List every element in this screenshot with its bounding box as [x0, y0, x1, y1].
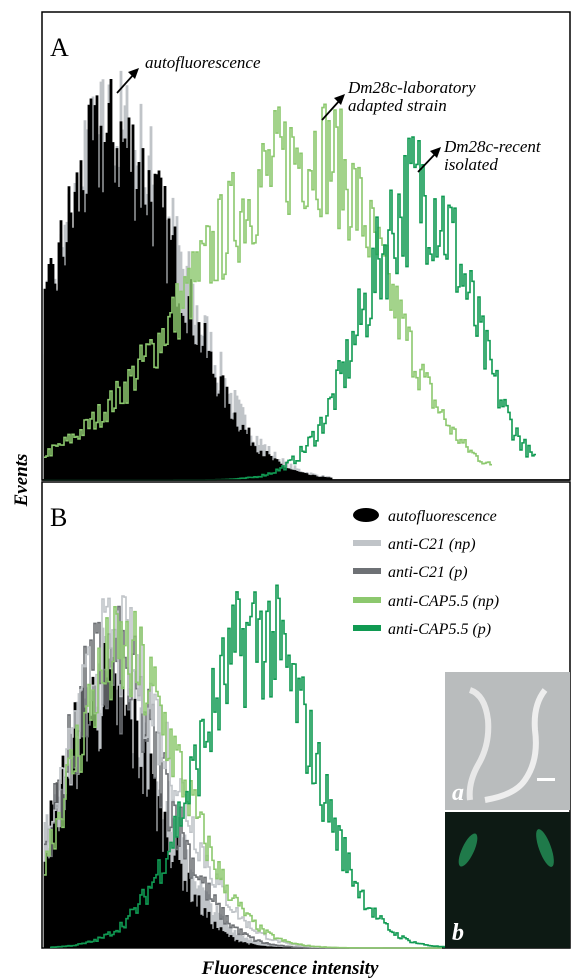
- legend: autofluorescence anti-C21 (np) anti-C21 …: [353, 508, 499, 638]
- legend-marker: [353, 508, 379, 522]
- annotation: Dm28c-laboratory: [347, 78, 476, 97]
- legend-marker: [353, 540, 381, 546]
- cell: [458, 833, 478, 867]
- legend-marker: [353, 568, 381, 574]
- arrowhead: [430, 147, 441, 158]
- scale-bar: [537, 778, 555, 781]
- arrow: [417, 152, 437, 173]
- legend-marker: [353, 597, 381, 603]
- arrow: [116, 73, 135, 94]
- inset-label: b: [452, 920, 464, 946]
- y-axis-label: Events: [11, 454, 32, 508]
- arrows: [116, 73, 437, 173]
- x-axis-label: Fluorescence intensity: [201, 958, 379, 979]
- legend-label: anti-CAP5.5 (np): [388, 593, 499, 610]
- histogram: [44, 103, 492, 466]
- arrowheads: [128, 68, 441, 158]
- annotation: isolated: [444, 155, 498, 174]
- cell: [484, 688, 548, 803]
- legend-label: autofluorescence: [388, 508, 497, 525]
- arrowhead: [334, 94, 345, 105]
- inset-label: a: [452, 780, 464, 806]
- legend-label: anti-C21 (p): [388, 564, 468, 581]
- cell: [466, 687, 492, 801]
- annotation: adapted strain: [348, 96, 447, 115]
- panel-label: A: [50, 33, 69, 62]
- inset: a b: [445, 672, 570, 948]
- legend-label: anti-C21 (np): [388, 536, 476, 553]
- arrow: [321, 99, 341, 121]
- annotation: Dm28c-recent: [443, 137, 542, 156]
- annotation: autofluorescence: [145, 53, 261, 72]
- inset-image-a: [445, 672, 570, 810]
- inset-image-b: [445, 812, 570, 948]
- arrowhead: [128, 68, 139, 79]
- legend-marker: [353, 625, 381, 631]
- cell: [536, 829, 554, 867]
- legend-label: anti-CAP5.5 (p): [388, 621, 491, 638]
- histogram: [50, 584, 446, 949]
- histogram: [44, 606, 442, 949]
- panel-label: B: [50, 503, 67, 532]
- panel-b-histograms: [43, 584, 446, 949]
